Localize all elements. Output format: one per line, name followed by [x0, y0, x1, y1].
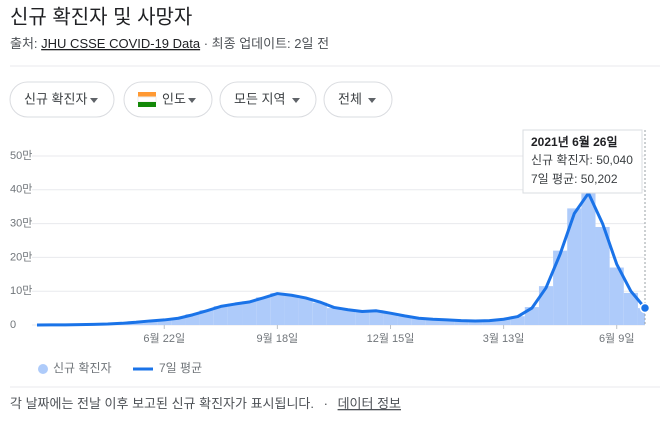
y-tick-label: 30만	[10, 217, 32, 230]
daily-bar	[595, 226, 610, 325]
x-tick-label: 6월 22일	[143, 331, 185, 345]
chip-label: 모든 지역	[234, 91, 285, 106]
daily-bar	[157, 319, 172, 325]
x-tick-label: 3월 13일	[483, 331, 525, 345]
legend-label: 신규 확진자	[53, 361, 112, 375]
chip-label: 신규 확진자	[24, 91, 87, 106]
chip-box	[219, 81, 317, 118]
dropdown-arrow	[90, 98, 98, 103]
daily-bar	[383, 313, 398, 325]
tooltip-line: 신규 확진자: 50,040	[531, 153, 633, 167]
y-tick-label: 10만	[10, 284, 32, 297]
x-tick-label: 9월 18일	[257, 331, 299, 345]
daily-bar	[581, 189, 596, 325]
chip-box	[9, 81, 115, 118]
daily-bar	[411, 318, 426, 325]
daily-bar	[567, 208, 582, 325]
footer: 각 날짜에는 전날 이후 보고된 신규 확진자가 표시됩니다. · 데이터 정보	[10, 396, 401, 411]
title: 신규 확진자 및 사망자	[10, 5, 192, 28]
daily-bar	[623, 292, 638, 325]
y-tick-label: 50만	[10, 149, 32, 162]
daily-bar	[369, 310, 384, 325]
daily-bar	[326, 308, 341, 325]
tooltip-line: 7일 평균: 50,202	[531, 172, 618, 186]
daily-bar	[270, 292, 285, 325]
footer-link[interactable]: 데이터 정보	[338, 396, 401, 411]
daily-bar	[242, 301, 257, 325]
legend-swatch	[38, 364, 48, 374]
filter-chip[interactable]: 인도	[123, 81, 213, 118]
flag	[138, 92, 156, 97]
daily-bar	[482, 320, 497, 325]
source-label: 출처:	[10, 36, 38, 51]
footer-note: 각 날짜에는 전날 이후 보고된 신규 확진자가 표시됩니다.	[10, 396, 314, 411]
daily-bar	[355, 312, 370, 325]
filter-chip[interactable]: 모든 지역	[219, 81, 317, 118]
daily-bar	[609, 267, 624, 325]
dropdown-arrow	[368, 98, 376, 103]
legend-label: 7일 평균	[159, 361, 202, 375]
footer-sep: ·	[324, 396, 328, 411]
daily-bar	[637, 308, 645, 325]
filters: 신규 확진자 인도 모든 지역 전체	[9, 81, 393, 118]
chip-box	[323, 81, 393, 118]
chip-label: 전체	[338, 91, 362, 106]
daily-bar	[468, 321, 483, 325]
daily-bar	[439, 320, 455, 325]
daily-bar	[256, 297, 271, 325]
daily-bar	[199, 310, 214, 325]
x-tick-label: 12월 15일	[367, 331, 415, 345]
daily-bar	[284, 295, 299, 325]
tooltip-box	[522, 129, 643, 194]
chip-label: 인도	[162, 91, 186, 106]
daily-bar	[510, 316, 525, 325]
chart: 0 10만 20만 30만 40만 50만 6월 22일 9월 18일 12월 15일 3월 13…	[10, 129, 651, 375]
daily-bar	[227, 303, 243, 325]
daily-bar	[454, 320, 469, 325]
updated: · 최종 업데이트: 2일 전	[204, 36, 329, 51]
dropdown-arrow	[292, 98, 300, 103]
daily-bar	[298, 298, 313, 325]
source: 출처: JHU CSSE COVID-19 Data · 최종 업데이트: 2일…	[10, 36, 329, 51]
y-tick-label: 0	[10, 319, 16, 331]
x-tick-label: 6월 9일	[599, 331, 635, 345]
hover-dot	[639, 302, 651, 314]
daily-bar	[312, 302, 327, 325]
dropdown-arrow	[188, 98, 196, 103]
daily-bar	[171, 317, 186, 325]
avg-line	[36, 191, 647, 327]
source-link[interactable]: JHU CSSE COVID-19 Data	[41, 36, 201, 51]
chip-box	[123, 81, 213, 118]
flag	[137, 96, 157, 103]
daily-bar	[496, 318, 511, 325]
daily-bar	[213, 306, 228, 325]
daily-bar	[143, 320, 158, 325]
daily-bar	[538, 286, 554, 325]
daily-bar	[341, 310, 356, 325]
daily-bar	[185, 314, 200, 325]
y-tick-label: 40만	[10, 183, 32, 196]
daily-bar	[553, 250, 568, 325]
tooltip-date: 2021년 6월 26일	[531, 134, 618, 149]
y-tick-label: 20만	[10, 250, 32, 263]
flag	[138, 102, 156, 107]
filter-chip[interactable]: 전체	[323, 81, 393, 118]
daily-bar	[397, 316, 412, 325]
daily-bar	[425, 319, 440, 325]
filter-chip[interactable]: 신규 확진자	[9, 81, 115, 118]
